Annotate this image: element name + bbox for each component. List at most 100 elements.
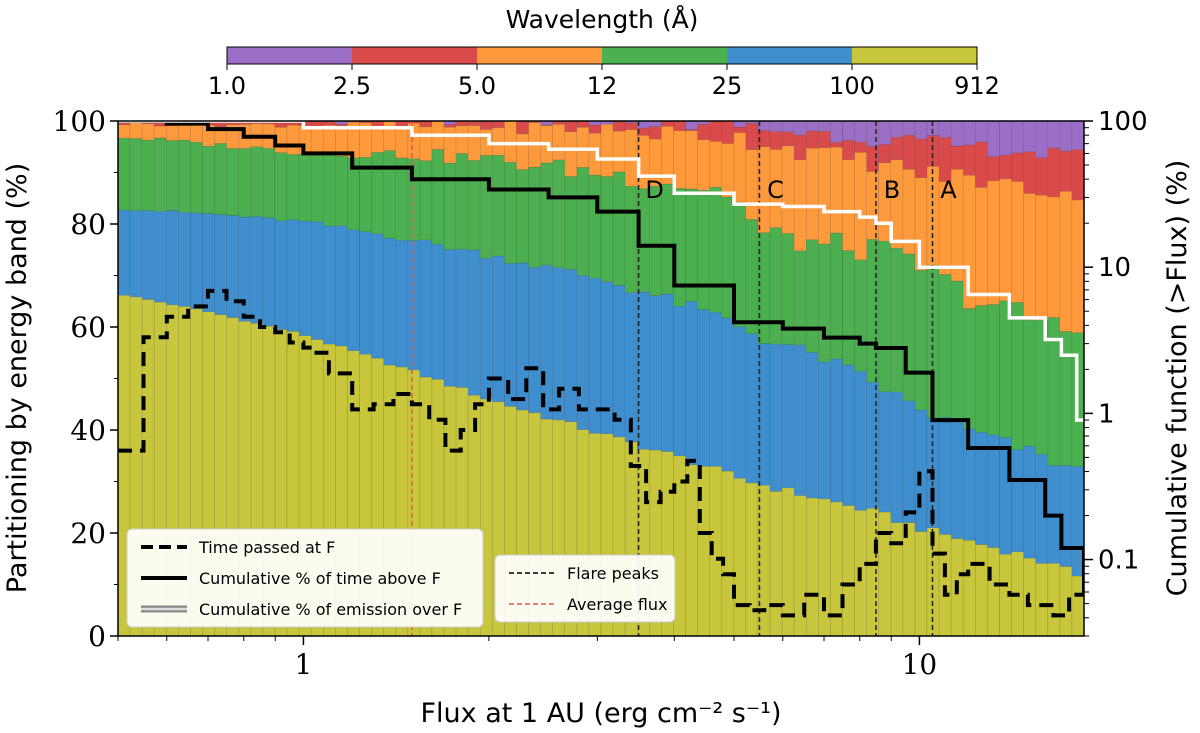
bar-segment [588, 174, 602, 279]
bar-segment [890, 391, 904, 523]
bar-segment [190, 141, 203, 214]
colorbar-segment [727, 47, 853, 64]
series-lines [118, 121, 1084, 618]
bar-segment [805, 147, 819, 240]
bar-segment [866, 507, 880, 636]
bar-segment [467, 125, 481, 161]
y2-tick-label: 0.1 [1098, 546, 1139, 576]
bar-segment [298, 220, 312, 336]
bar-segment [685, 121, 698, 130]
bar-segment [600, 123, 614, 177]
bar-segment [576, 121, 590, 128]
legend-box [494, 554, 676, 623]
bar-segment [769, 227, 783, 345]
bar-segment [1059, 150, 1073, 192]
bar-segment [1059, 331, 1073, 466]
y-tick-label: 100 [53, 105, 106, 138]
bar-segment [310, 126, 324, 153]
bar-segment [1011, 121, 1024, 154]
bar-segment [733, 326, 747, 479]
bar-segment [914, 269, 928, 411]
bar-segment [950, 280, 964, 422]
bar-segment [709, 141, 723, 188]
bar-segment [504, 161, 517, 264]
bar-segment [745, 149, 759, 220]
bar-segment [685, 130, 698, 190]
bar-segment [431, 243, 445, 380]
bar-segment [854, 121, 867, 143]
bar-segment [962, 144, 976, 176]
bar-segment [987, 121, 1000, 157]
bar-segment [818, 147, 831, 245]
bar-segment [938, 137, 952, 182]
flare-label-D: D [645, 176, 663, 204]
bar-segment [842, 159, 855, 251]
bar-segment [564, 121, 578, 133]
bar-segment [347, 229, 360, 352]
y2-tick-label: 100 [1098, 107, 1148, 137]
bar-segment [793, 344, 807, 496]
bar-segment [769, 343, 783, 492]
x-axis-label: Flux at 1 AU (erg cm⁻² s⁻¹) [421, 698, 782, 729]
bar-segment [793, 250, 807, 346]
bar-segment [975, 187, 988, 306]
bar-segment [286, 219, 300, 332]
bar-segment [419, 160, 433, 241]
bar-segment [419, 239, 433, 378]
bar-segment [443, 162, 457, 250]
bar-segment [310, 121, 324, 127]
bar-segment [793, 134, 807, 161]
bar-segment [709, 121, 723, 142]
bar-segment [818, 121, 831, 132]
flare-label-B: B [884, 176, 900, 204]
bar-segment [769, 121, 783, 132]
bar-segment [721, 143, 735, 198]
bar-segment [721, 317, 735, 472]
bar-segment [975, 544, 988, 636]
bar-segment [1071, 121, 1084, 151]
bar-segment [697, 190, 710, 310]
bar-segment [733, 121, 747, 128]
bar-segment [395, 121, 409, 127]
bar-segment [298, 153, 312, 222]
bar-segment [250, 146, 264, 217]
bar-segment [673, 305, 686, 457]
bar-segment [238, 148, 252, 218]
bar-segment [383, 237, 397, 366]
bar-segment [842, 250, 855, 366]
bar-segment [950, 121, 964, 147]
bar-segment [818, 243, 831, 363]
bar-segment [371, 121, 384, 127]
bar-segment [310, 221, 324, 340]
bar-segment [781, 344, 795, 489]
bar-segment [1011, 449, 1024, 553]
bar-segment [830, 121, 843, 143]
bar-segment [395, 126, 409, 159]
bar-segment [552, 123, 566, 161]
bar-segment [516, 133, 529, 170]
bar-segment [1023, 445, 1036, 559]
bar-segment [709, 186, 723, 313]
bar-segment [745, 482, 759, 636]
bar-segment [745, 219, 759, 334]
bar-segment [178, 124, 191, 141]
bar-segment [455, 248, 469, 388]
bar-segment [1035, 563, 1049, 636]
bar-segment [818, 361, 831, 500]
bar-segment [1035, 121, 1049, 158]
bar-segment [1023, 151, 1036, 194]
bar-segment [262, 217, 276, 327]
bar-segment [648, 126, 662, 140]
bar-segment [1047, 147, 1061, 198]
bar-segment [987, 180, 1000, 305]
bar-segment [371, 125, 384, 153]
bar-segment [950, 421, 964, 539]
legend-label: Cumulative % of emission over F [199, 600, 462, 619]
y-tick-label: 80 [70, 208, 106, 241]
colorbar-tick-label: 25 [712, 72, 743, 100]
legend-box [126, 528, 484, 628]
bar-segment [902, 121, 916, 136]
bar-segment [395, 239, 409, 368]
bar-segment [902, 400, 916, 523]
bar-segment [830, 232, 843, 360]
